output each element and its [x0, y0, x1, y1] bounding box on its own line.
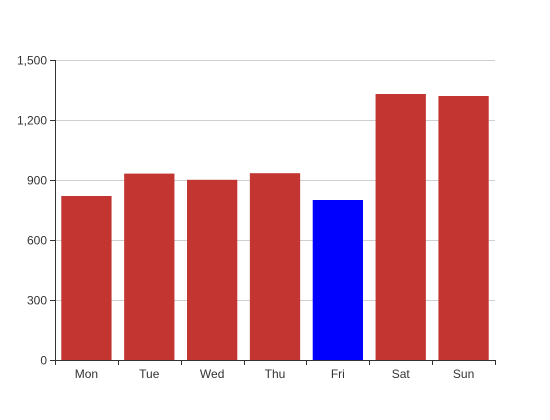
y-tick-label: 0 — [40, 354, 47, 368]
bar-fri[interactable] — [312, 200, 363, 360]
x-tick-label-sun: Sun — [453, 367, 474, 381]
bar-sat[interactable] — [375, 94, 426, 360]
bar-sun[interactable] — [438, 96, 489, 360]
y-tick-label: 600 — [27, 234, 47, 248]
y-axis: 0 300 600 900 1,200 1,500 — [17, 54, 56, 368]
x-tick-label-tue: Tue — [139, 367, 160, 381]
x-tick-label-mon: Mon — [75, 367, 98, 381]
bar-mon[interactable] — [61, 196, 112, 360]
y-tick-label: 900 — [27, 174, 47, 188]
bars-group — [61, 94, 489, 360]
x-tick-label-wed: Wed — [200, 367, 224, 381]
x-axis: Mon Tue Wed Thu Fri Sat Sun — [55, 360, 496, 381]
y-tick-label: 1,200 — [17, 114, 47, 128]
x-tick-label-fri: Fri — [331, 367, 345, 381]
x-tick-label-thu: Thu — [265, 367, 286, 381]
bar-wed[interactable] — [187, 179, 238, 360]
y-tick-label: 1,500 — [17, 54, 47, 68]
bar-tue[interactable] — [124, 173, 175, 360]
y-tick-label: 300 — [27, 294, 47, 308]
bar-thu[interactable] — [249, 173, 301, 360]
x-tick-label-sat: Sat — [392, 367, 411, 381]
